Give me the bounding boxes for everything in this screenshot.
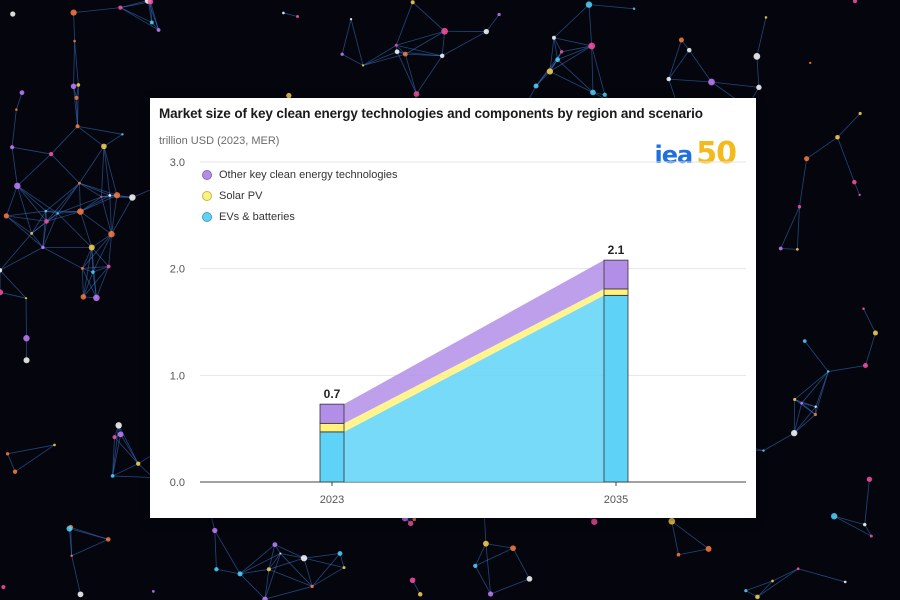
legend-label: Solar PV (219, 189, 263, 202)
y-tick-label: 0.0 (170, 477, 185, 489)
legend-label: Other key clean energy technologies (219, 168, 398, 181)
total-label: 0.7 (324, 387, 341, 401)
total-label: 2.1 (608, 243, 625, 257)
logo-iea-text: iea (654, 141, 694, 169)
bar-segment-solar-pv[interactable] (603, 288, 629, 296)
y-unit-label: trillion USD (2023, MER) (159, 135, 280, 147)
legend-item[interactable]: Other key clean energy technologies (202, 164, 398, 185)
stacked-area-chart: 0.0 1.0 2.0 3.0 0.7 2.1 2023 2035 (170, 157, 746, 506)
area-band-solar-pv (344, 288, 604, 432)
bar-segment-evs-batteries[interactable] (319, 431, 345, 483)
iea-50-logo: iea 50 (654, 136, 737, 171)
y-tick-label: 1.0 (170, 370, 185, 382)
legend-swatch (202, 190, 212, 201)
legend-swatch (202, 169, 212, 180)
legend-item[interactable]: Solar PV (202, 185, 398, 206)
bar-segment-evs-batteries[interactable] (603, 294, 629, 483)
x-tick-label: 2035 (604, 494, 628, 506)
y-tick-label: 2.0 (170, 264, 185, 276)
area-band-evs-batteries (344, 295, 604, 482)
legend-label: EVs & batteries (219, 210, 295, 223)
legend-item[interactable]: EVs & batteries (202, 206, 398, 227)
logo-50-text: 50 (696, 136, 737, 171)
chart-card: Market size of key clean energy technolo… (150, 98, 756, 518)
bar-segment-solar-pv[interactable] (319, 422, 345, 433)
bar-segment-other-key-clean-energy-technologies[interactable] (603, 259, 629, 290)
legend-swatch (202, 211, 212, 222)
x-tick-label: 2023 (320, 494, 344, 506)
chart-title: Market size of key clean energy technolo… (159, 106, 703, 121)
chart-legend: Other key clean energy technologies Solar… (202, 164, 398, 227)
area-band-other-key-clean-energy-technologies (344, 260, 604, 424)
y-tick-label: 3.0 (170, 157, 185, 169)
bar-segment-other-key-clean-energy-technologies[interactable] (319, 403, 345, 424)
